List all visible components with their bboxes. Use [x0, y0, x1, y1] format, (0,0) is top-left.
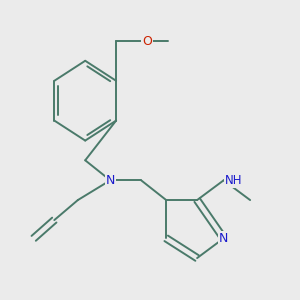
- Text: N: N: [106, 174, 115, 187]
- Text: O: O: [142, 34, 152, 48]
- Text: N: N: [219, 232, 228, 245]
- Text: NH: NH: [225, 174, 243, 187]
